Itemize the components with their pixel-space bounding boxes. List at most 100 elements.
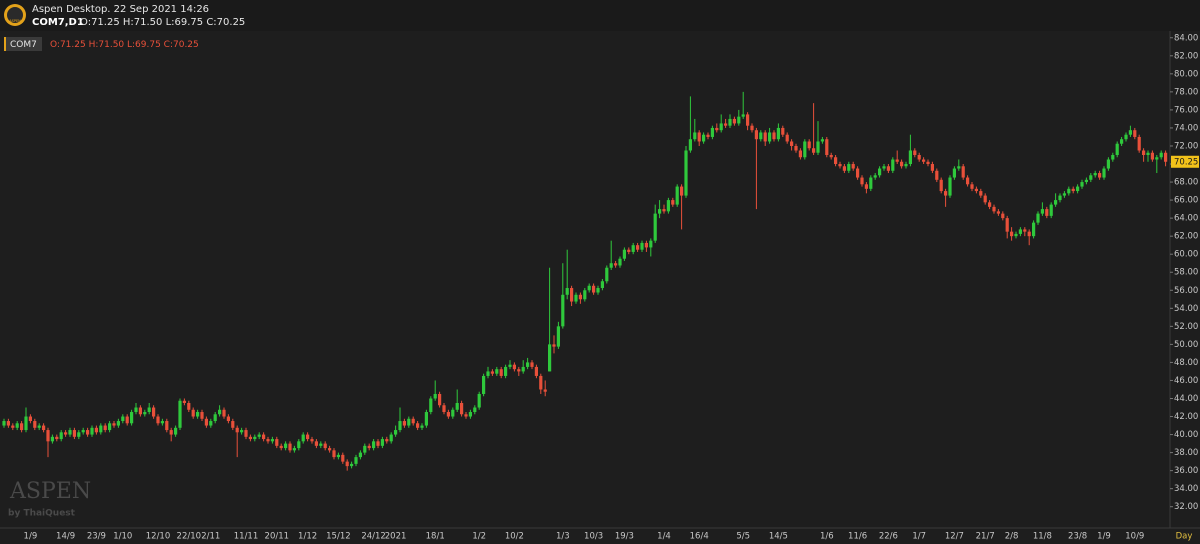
candle-body [829, 155, 833, 158]
candle-body [561, 294, 565, 327]
candle-body [398, 421, 402, 431]
candle-body [341, 454, 345, 462]
candle-body [1049, 204, 1053, 216]
candle-body [235, 427, 239, 433]
legend-name: COM7 [10, 40, 37, 50]
y-tick-label: 82.00 [1174, 51, 1198, 61]
candle-body [385, 439, 389, 442]
candle-body [310, 439, 314, 442]
candle-body [838, 164, 842, 167]
candle-body [468, 412, 472, 417]
candle-body [297, 441, 301, 449]
y-tick-label: 76.00 [1174, 105, 1198, 115]
candle-body [226, 416, 230, 422]
x-tick-label: 10/2 [505, 532, 524, 542]
candle-body [169, 430, 173, 435]
y-tick-label: 48.00 [1174, 358, 1198, 368]
candle-body [1164, 152, 1168, 162]
candle-body [354, 457, 358, 464]
x-tick-label: 19/3 [615, 532, 634, 542]
y-tick-label: 72.00 [1174, 141, 1198, 151]
candle-body [486, 371, 490, 376]
candle-body [460, 403, 464, 415]
candle-body [64, 432, 68, 435]
candle-body [961, 166, 965, 178]
candle-body [1093, 173, 1097, 176]
candle-body [86, 430, 90, 435]
x-tick-label: 1/2 [472, 532, 486, 542]
candle-body [534, 366, 538, 376]
candle-body [1150, 152, 1154, 160]
candle-body [706, 134, 710, 137]
y-tick-label: 68.00 [1174, 178, 1198, 188]
candle-body [323, 443, 327, 449]
header-bar [0, 0, 1200, 31]
candle-body [930, 164, 934, 171]
candle-body [416, 423, 420, 428]
candle-body [948, 177, 952, 196]
candle-body [526, 362, 530, 367]
candle-body [174, 427, 178, 435]
candle-body [59, 432, 63, 440]
candle-body [1040, 209, 1044, 214]
candle-body [363, 445, 367, 453]
candle-body [275, 439, 279, 446]
candle-body [618, 258, 622, 266]
candle-body [548, 344, 552, 372]
candle-body [556, 326, 560, 347]
candle-body [279, 445, 283, 449]
candle-body [1010, 231, 1014, 237]
candle-body [658, 209, 662, 214]
candle-body [442, 405, 446, 413]
x-tick-label: 2/8 [1005, 532, 1019, 542]
candle-body [1142, 150, 1146, 155]
candle-body [134, 407, 138, 413]
candle-body [244, 430, 248, 437]
candle-body [350, 463, 354, 467]
candle-body [988, 202, 992, 207]
candle-body [1111, 155, 1115, 160]
candle-body [935, 170, 939, 180]
legend-marker [4, 37, 6, 51]
candle-body [983, 195, 987, 203]
candle-body [979, 191, 983, 196]
candle-body [213, 414, 217, 422]
y-tick-label: 78.00 [1174, 87, 1198, 97]
candle-body [358, 452, 362, 458]
y-tick-label: 66.00 [1174, 196, 1198, 206]
candle-body [420, 425, 424, 428]
candle-body [402, 421, 406, 426]
y-tick-label: 50.00 [1174, 340, 1198, 350]
candle-body [728, 118, 732, 126]
candle-body [499, 369, 503, 376]
candle-body [904, 164, 908, 167]
candle-body [539, 375, 543, 390]
x-tick-label: 2/11 [201, 532, 220, 542]
candle-body [724, 123, 728, 126]
candle-body [750, 125, 754, 131]
candle-body [847, 164, 851, 171]
candle-body [1089, 175, 1093, 180]
candle-body [710, 127, 714, 137]
candle-body [768, 132, 772, 142]
candle-body [314, 441, 318, 446]
y-tick-label: 36.00 [1174, 466, 1198, 476]
candle-body [908, 150, 912, 165]
x-tick-label: 14/9 [56, 532, 75, 542]
candle-body [521, 366, 525, 372]
candle-body [222, 409, 226, 417]
candle-body [1137, 136, 1141, 151]
candle-body [1133, 130, 1137, 137]
candle-body [803, 141, 807, 158]
y-tick-label: 54.00 [1174, 304, 1198, 314]
x-tick-label: 21/7 [976, 532, 995, 542]
x-tick-label: 1/7 [912, 532, 926, 542]
y-tick-label: 40.00 [1174, 430, 1198, 440]
y-tick-label: 34.00 [1174, 484, 1198, 494]
candle-body [424, 412, 428, 426]
candle-body [55, 436, 59, 440]
candle-body [719, 123, 723, 131]
candle-body [6, 421, 10, 426]
candle-body [130, 412, 134, 424]
candle-body [262, 434, 266, 440]
